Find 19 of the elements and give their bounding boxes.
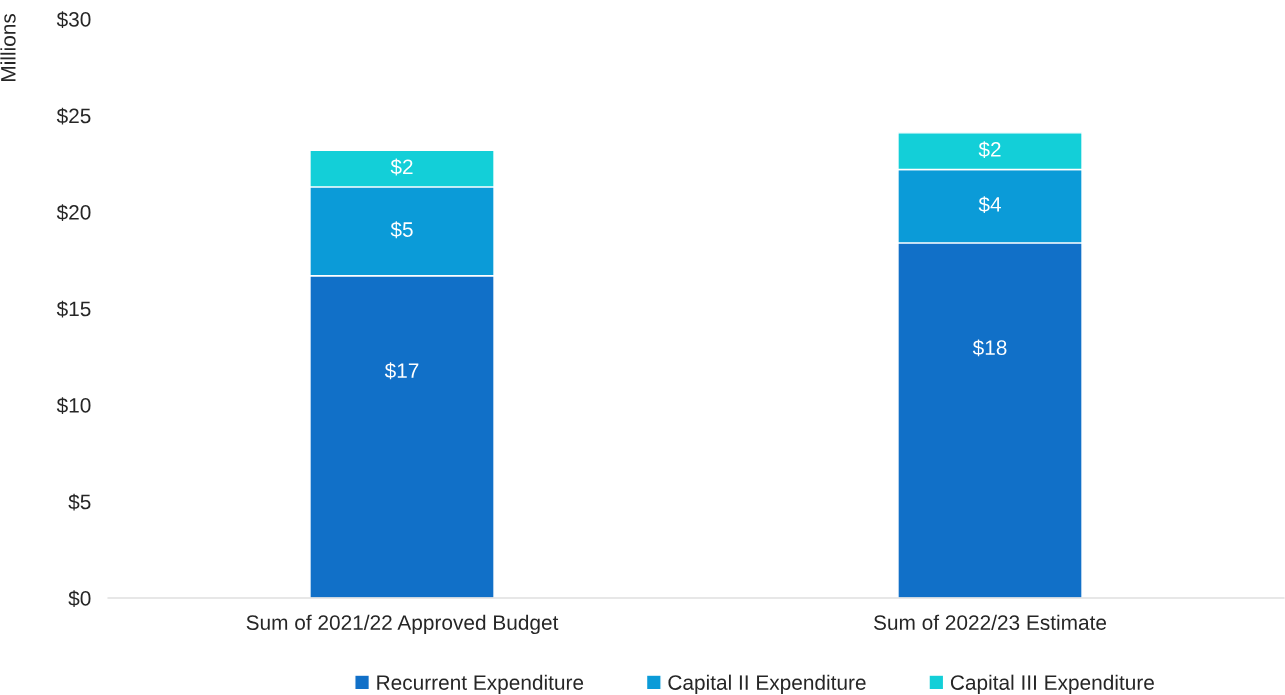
data-label: $4	[978, 196, 1001, 214]
x-tick-label: Sum of 2021/22 Approved Budget	[246, 614, 559, 635]
y-tick-label: $15	[56, 300, 91, 318]
data-label: $17	[384, 362, 419, 380]
y-tick-label: $0	[68, 590, 91, 607]
legend-label: Capital II Expenditure	[668, 674, 866, 695]
x-tick-label: Sum of 2022/23 Estimate	[873, 614, 1107, 630]
data-label: $2	[390, 158, 413, 176]
data-label: $2	[978, 141, 1001, 159]
y-tick-label: $30	[56, 11, 91, 28]
data-label: $5	[390, 221, 413, 239]
y-tick-label: $25	[56, 107, 91, 125]
y-tick-label: $5	[68, 493, 91, 511]
y-tick-label: $10	[56, 397, 91, 414]
y-axis-title: Millions	[0, 13, 16, 81]
data-label: $18	[972, 339, 1007, 357]
legend-label: Recurrent Expenditure	[377, 674, 584, 695]
legend-label: Capital III Expenditure	[950, 674, 1154, 695]
y-tick-label: $20	[56, 204, 91, 221]
